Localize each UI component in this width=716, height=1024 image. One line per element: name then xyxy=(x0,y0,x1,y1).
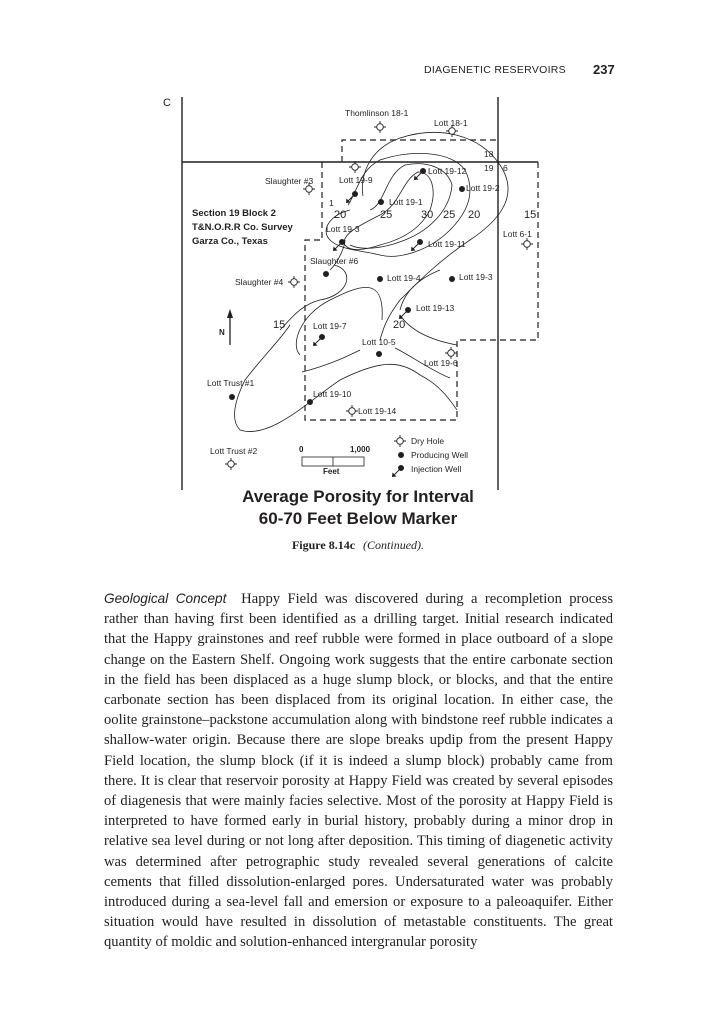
producing-well-icon xyxy=(449,276,455,282)
contour-label: 15 xyxy=(524,209,536,221)
well-label: Lott 19-7 xyxy=(313,321,347,331)
caption-text: (Continued). xyxy=(363,538,425,552)
well-label: Slaughter #4 xyxy=(235,277,283,287)
well-label: Slaughter #6 xyxy=(310,256,358,266)
section-label: Section 19 Block 2 T&N.O.R.R Co. Survey … xyxy=(192,208,294,247)
dry-hole-icon xyxy=(348,160,362,174)
running-title: DIAGENETIC RESERVOIRS xyxy=(423,64,566,76)
contour-label: 25 xyxy=(380,209,392,221)
contour-labels: 20 25 30 25 20 15 15 20 1 xyxy=(273,198,536,331)
well-label: Lott 19-6 xyxy=(424,358,458,368)
svg-text:N: N xyxy=(219,328,225,337)
dry-hole-icon xyxy=(520,237,534,251)
porosity-map: C 20 25 30 25 20 15 15 xyxy=(163,97,539,490)
producing-well-icon xyxy=(459,186,465,192)
well-label: Lott 19-1 xyxy=(389,197,423,207)
svg-text:0: 0 xyxy=(299,445,304,454)
contour-label: 15 xyxy=(273,319,285,331)
well-label: Lott 19-4 xyxy=(387,273,421,283)
legend: Dry Hole Producing Well Injection Well xyxy=(391,434,468,478)
well-label: Lott 19-9 xyxy=(339,175,373,185)
contour-label: 20 xyxy=(334,209,346,221)
producing-well-icon xyxy=(376,351,382,357)
well-label: Lott 19-3 xyxy=(459,272,493,282)
caption-label: Figure 8.14c xyxy=(291,538,356,552)
svg-text:Injection Well: Injection Well xyxy=(411,464,462,474)
wells: Thomlinson 18-1 Lott 18-1 Slaughter #3 L… xyxy=(207,108,534,471)
well-label: Thomlinson 18-1 xyxy=(345,108,409,118)
dry-hole-icon xyxy=(287,275,301,289)
producing-well-icon xyxy=(377,276,383,282)
well-label: Lott 19-3 xyxy=(326,224,360,234)
panel-letter: C xyxy=(163,97,171,109)
injection-well-icon xyxy=(391,464,405,478)
producing-well-icon xyxy=(378,199,384,205)
contour-label: 30 xyxy=(421,209,433,221)
section-number: 6 xyxy=(503,163,508,173)
well-label: Lott 6-1 xyxy=(503,229,532,239)
injection-well-icon xyxy=(312,333,326,347)
figure-caption: Figure 8.14c (Continued). xyxy=(0,538,716,553)
svg-text:T&N.O.R.R Co. Survey: T&N.O.R.R Co. Survey xyxy=(192,222,294,233)
north-arrow-icon: N xyxy=(219,309,233,345)
scale-bar: 0 1,000 Feet xyxy=(299,445,371,476)
injection-well-icon xyxy=(413,167,427,181)
well-label: Lott 18-1 xyxy=(434,118,468,128)
contour-label: 20 xyxy=(468,209,480,221)
body-paragraph: Geological Concept Happy Field was disco… xyxy=(104,589,613,953)
figure-title-line1: Average Porosity for Interval xyxy=(242,487,474,506)
well-label: Lott 19-11 xyxy=(428,239,466,249)
producing-well-icon xyxy=(229,394,235,400)
svg-text:Garza Co., Texas: Garza Co., Texas xyxy=(192,236,268,247)
dry-hole-icon xyxy=(373,120,387,134)
contour-label: 25 xyxy=(443,209,455,221)
well-label: Lott 19-12 xyxy=(428,166,467,176)
section-number: 18 xyxy=(484,149,494,159)
svg-text:Producing Well: Producing Well xyxy=(411,450,468,460)
producing-well-icon xyxy=(398,452,404,458)
well-label: Lott 19-10 xyxy=(313,389,352,399)
well-label: Slaughter #3 xyxy=(265,176,313,186)
svg-text:1,000: 1,000 xyxy=(350,445,371,454)
paragraph-lead: Geological Concept xyxy=(104,591,227,606)
injection-well-icon xyxy=(345,190,359,204)
well-label: Lott 19-14 xyxy=(358,406,397,416)
dry-hole-icon xyxy=(224,457,238,471)
producing-well-icon xyxy=(323,271,329,277)
porosity-contours xyxy=(234,132,509,432)
svg-text:Feet: Feet xyxy=(323,467,340,476)
dry-hole-icon xyxy=(345,404,359,418)
well-label: Lott 10-5 xyxy=(362,337,396,347)
producing-well-icon xyxy=(307,399,313,405)
contour-label: 1 xyxy=(329,198,334,208)
contour-label: 20 xyxy=(393,319,405,331)
unit-boundary xyxy=(304,139,539,421)
page-number: 237 xyxy=(593,62,615,77)
dry-hole-icon xyxy=(393,434,407,448)
figure-title-line2: 60-70 Feet Below Marker xyxy=(258,509,458,528)
injection-well-icon xyxy=(398,306,412,320)
section-number: 19 xyxy=(484,163,494,173)
well-label: Lott 19-13 xyxy=(416,303,455,313)
well-label: Lott 19-2 xyxy=(466,183,500,193)
svg-text:Dry Hole: Dry Hole xyxy=(411,436,444,446)
well-label: Lott Trust #1 xyxy=(207,378,255,388)
svg-text:Section 19 Block 2: Section 19 Block 2 xyxy=(192,208,276,219)
paragraph-text: Happy Field was discovered during a reco… xyxy=(104,591,614,951)
well-label: Lott Trust #2 xyxy=(210,446,258,456)
